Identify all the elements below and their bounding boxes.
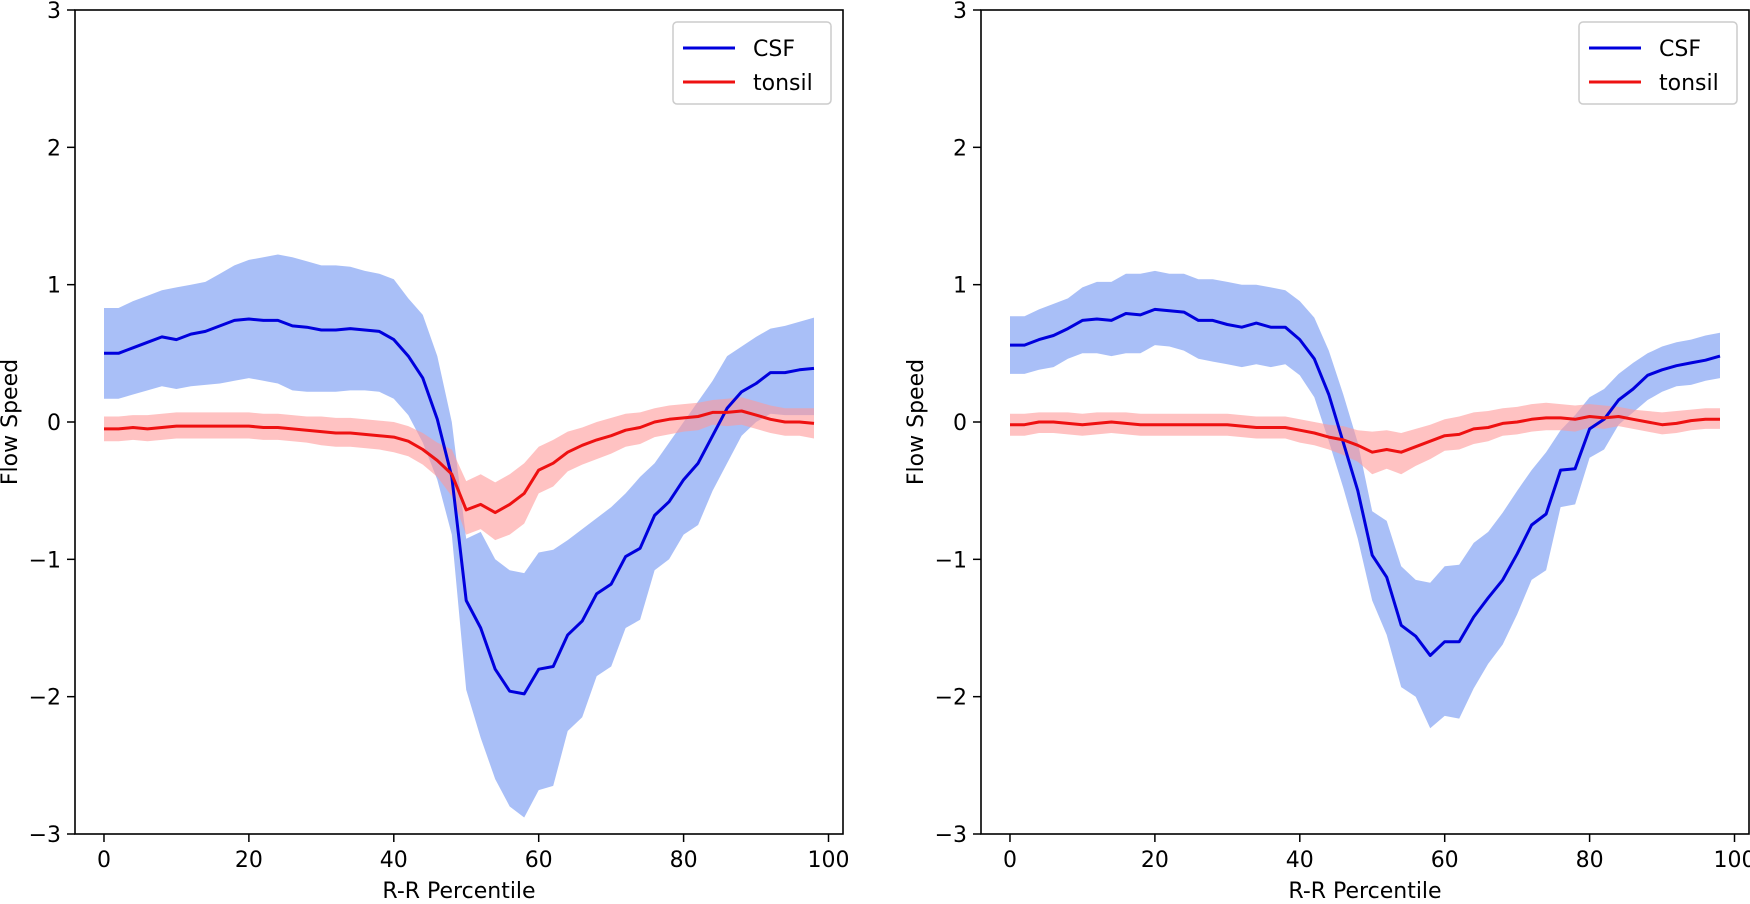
x-tick-label: 80 bbox=[1576, 848, 1604, 873]
x-tick-label: 40 bbox=[380, 848, 408, 873]
legend: CSF tonsil bbox=[1578, 21, 1738, 105]
y-tick-label: −1 bbox=[935, 548, 967, 573]
x-axis-label: R-R Percentile bbox=[1288, 879, 1441, 904]
y-tick-label: 1 bbox=[953, 274, 967, 299]
y-tick-label: 2 bbox=[47, 136, 61, 161]
y-tick-label: −2 bbox=[935, 686, 967, 711]
y-tick-label: 0 bbox=[47, 411, 61, 436]
legend: CSF tonsil bbox=[672, 21, 832, 105]
x-tick-label: 20 bbox=[235, 848, 263, 873]
y-tick-label: 3 bbox=[47, 0, 61, 24]
x-tick-label: 60 bbox=[525, 848, 553, 873]
x-tick-label: 60 bbox=[1431, 848, 1459, 873]
x-tick-label: 100 bbox=[1714, 848, 1750, 873]
series-line-tonsil bbox=[104, 409, 815, 515]
y-tick-label: −2 bbox=[29, 686, 61, 711]
confidence-band-csf bbox=[1010, 270, 1720, 729]
x-axis-label: R-R Percentile bbox=[382, 879, 535, 904]
y-axis-label: Flow Speed bbox=[0, 359, 23, 485]
x-tick-label: 100 bbox=[808, 848, 850, 873]
legend-label-csf: CSF bbox=[753, 37, 795, 62]
y-tick-label: −3 bbox=[29, 823, 61, 848]
y-tick-label: −3 bbox=[935, 823, 967, 848]
confidence-band-tonsil bbox=[104, 397, 814, 541]
series-line-csf bbox=[1010, 307, 1721, 657]
x-tick-label: 80 bbox=[670, 848, 698, 873]
series-line-tonsil bbox=[1010, 415, 1720, 454]
x-tick-label: 0 bbox=[1003, 848, 1017, 873]
y-tick-label: −1 bbox=[29, 548, 61, 573]
y-tick-label: 1 bbox=[47, 274, 61, 299]
chart-panel-2: 0 20 40 60 80 100 −3 −2 −1 0 1 2 3 R-R Percentile Flow… bbox=[904, 0, 1750, 904]
legend-label-tonsil: tonsil bbox=[1659, 71, 1719, 96]
x-tick-label: 0 bbox=[97, 848, 111, 873]
y-tick-label: 0 bbox=[953, 411, 967, 436]
x-tick-label: 20 bbox=[1141, 848, 1169, 873]
chart-panel-1: 0 20 40 60 80 100 −3 −2 −1 0 1 2 3 R-R Percentile Flow… bbox=[0, 0, 850, 904]
y-axis-label: Flow Speed bbox=[904, 359, 929, 485]
y-tick-label: 3 bbox=[953, 0, 967, 24]
legend-label-tonsil: tonsil bbox=[753, 71, 813, 96]
series-line-csf bbox=[104, 317, 815, 696]
confidence-band-tonsil bbox=[1010, 402, 1720, 475]
y-tick-label: 2 bbox=[953, 136, 967, 161]
legend-label-csf: CSF bbox=[1659, 37, 1701, 62]
x-tick-label: 40 bbox=[1286, 848, 1314, 873]
